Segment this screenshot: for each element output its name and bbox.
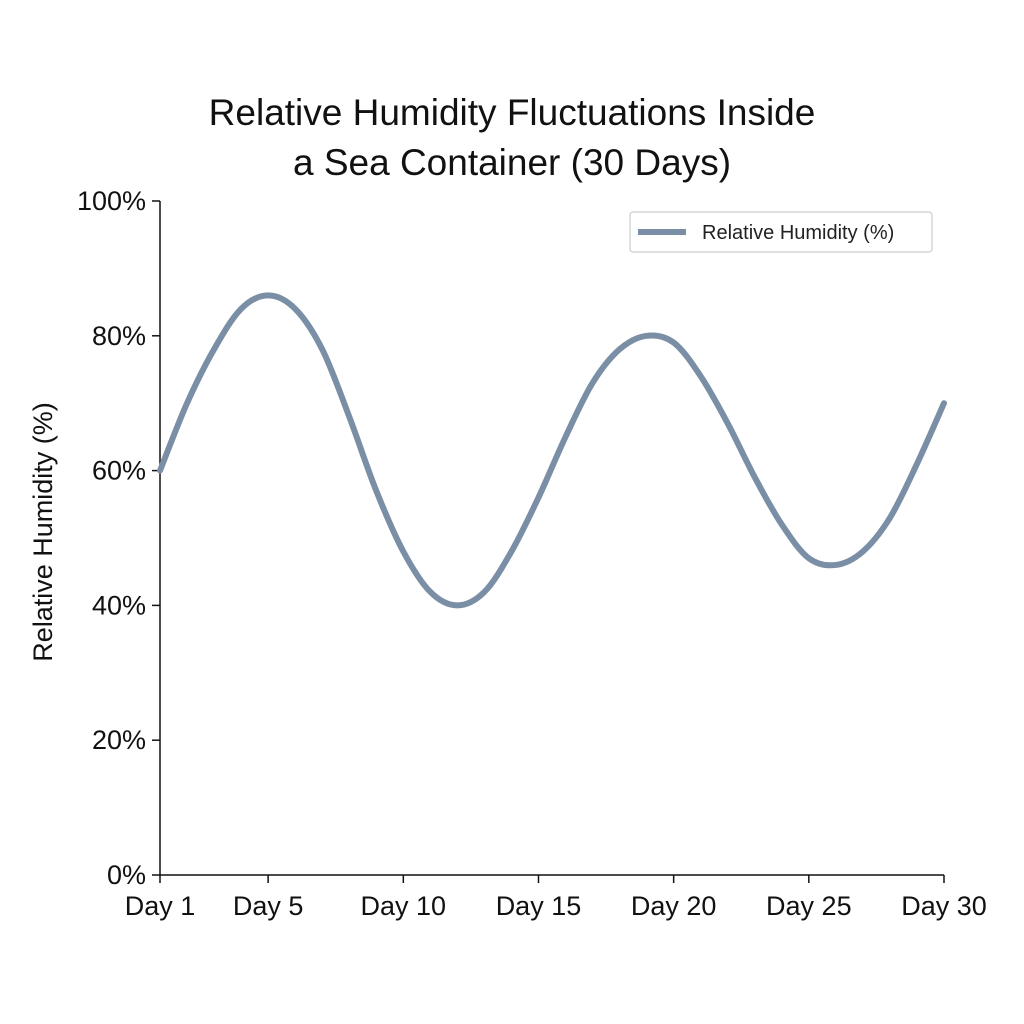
x-tick-label: Day 5 [233, 891, 304, 921]
x-tick-label: Day 25 [766, 891, 852, 921]
axes: 0% 20% 40% 60% 80% 100% Day 1 Day 5 Day 10 Day 15… [77, 186, 987, 921]
y-tick-label: 0% [107, 860, 146, 890]
y-tick-label: 40% [92, 590, 146, 620]
x-tick-label: Day 15 [496, 891, 582, 921]
x-tick-label: Day 10 [361, 891, 447, 921]
chart-title-line-2: a Sea Container (30 Days) [292, 142, 732, 183]
y-tick-label: 60% [92, 456, 146, 486]
legend-label: Relative Humidity (%) [702, 222, 894, 244]
y-tick-label: 100% [77, 186, 146, 216]
series-layer [157, 292, 947, 609]
legend-box [629, 211, 933, 253]
chart-title: Relative Humidity Fluctuations Inside a … [0, 88, 1024, 188]
x-tick-label: Day 30 [901, 891, 987, 921]
chart-title-line-1: Relative Humidity Fluctuations Inside [208, 92, 816, 133]
y-tick-label: 20% [92, 725, 146, 755]
legend: Relative Humidity (%) [629, 211, 933, 253]
y-axis-title: Relative Humidity (%) [28, 402, 58, 662]
x-tick-label: Day 1 [125, 891, 196, 921]
y-tick-label: 80% [92, 321, 146, 351]
x-tick-label: Day 20 [631, 891, 717, 921]
series-line-humidity [157, 292, 947, 609]
